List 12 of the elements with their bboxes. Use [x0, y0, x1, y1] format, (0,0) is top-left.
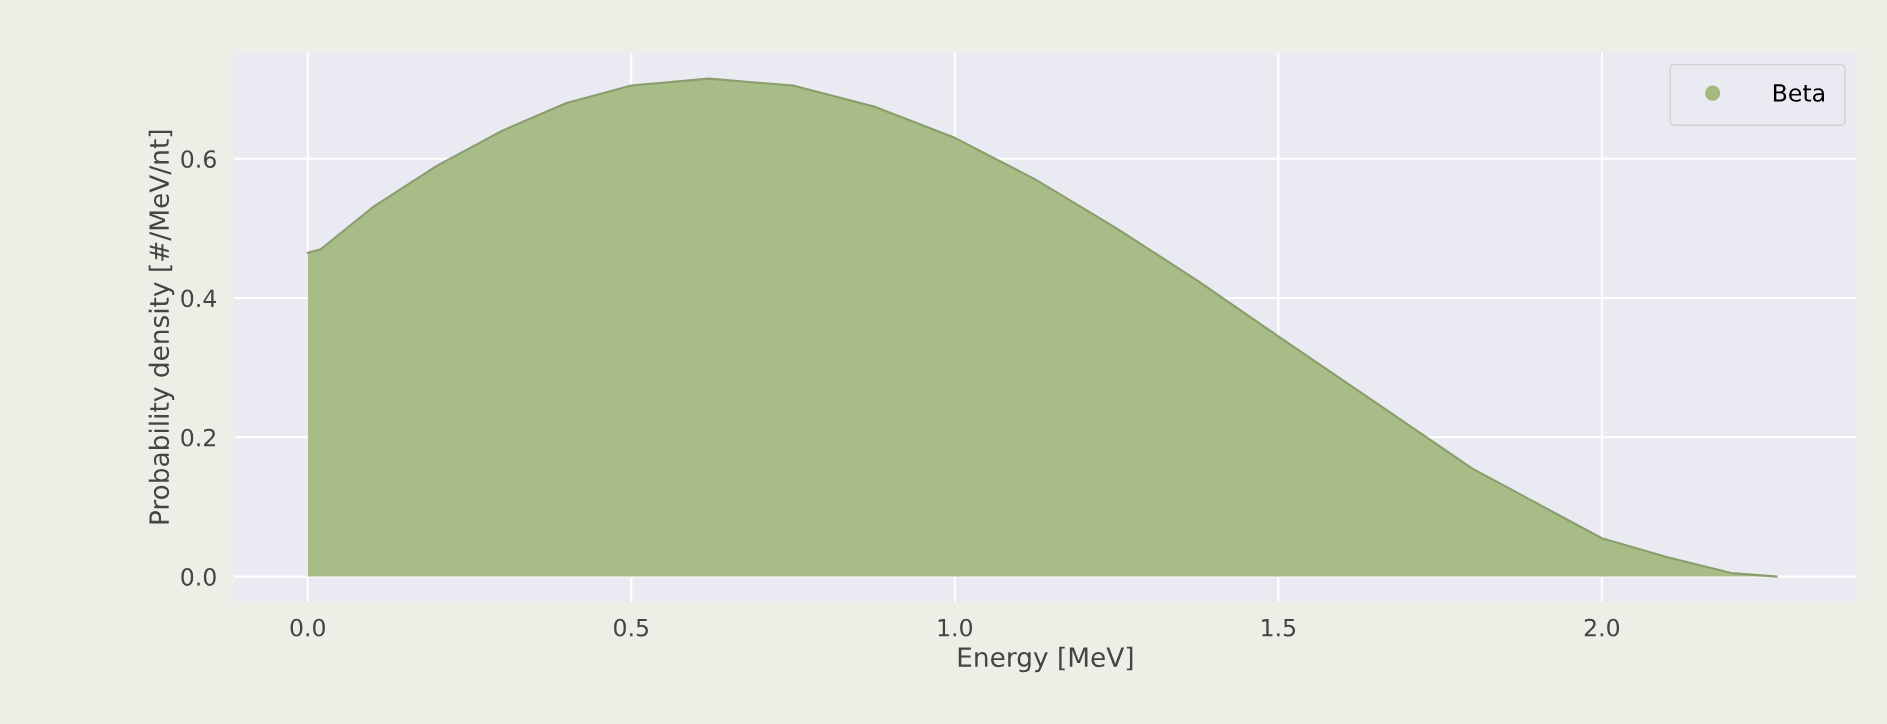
- x-tick-label: 1.0: [938, 618, 973, 637]
- x-tick-label: 1.5: [1262, 619, 1296, 637]
- y-tick-label: 0.6: [181, 150, 216, 169]
- legend-label: Beta: [1773, 84, 1824, 102]
- y-axis-title: Probability density [#/MeV/nt]: [148, 130, 175, 524]
- y-tick-label: 0.0: [181, 568, 216, 586]
- x-axis-title: Energy [MeV]: [958, 646, 1133, 673]
- y-tick-label: 0.4: [181, 289, 216, 308]
- x-tick-label: 0.0: [290, 618, 325, 637]
- x-tick-label: 2.0: [1584, 618, 1620, 637]
- y-tick-label: 0.2: [181, 428, 215, 447]
- x-tick-label: 0.5: [614, 618, 648, 637]
